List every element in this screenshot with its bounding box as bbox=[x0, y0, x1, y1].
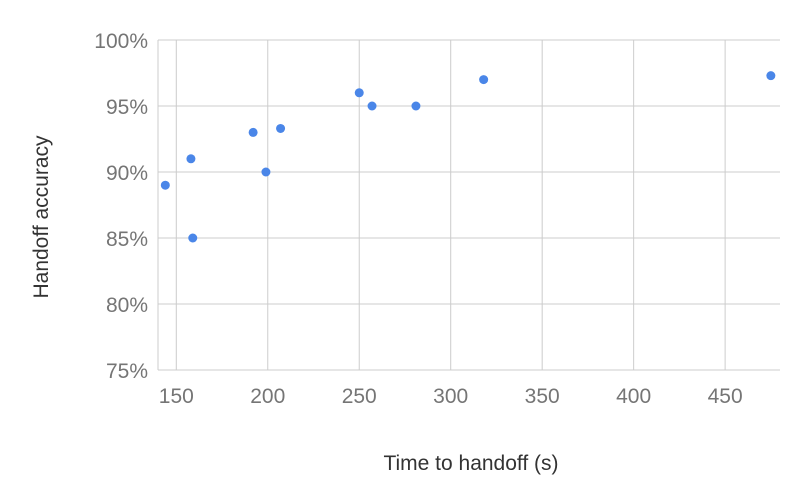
x-axis-title: Time to handoff (s) bbox=[383, 452, 558, 475]
y-axis-title: Handoff accuracy bbox=[30, 135, 53, 299]
x-tick-label-350: 350 bbox=[525, 385, 560, 408]
data-point-10 bbox=[479, 75, 489, 85]
data-point-11 bbox=[766, 71, 776, 81]
x-tick-label-450: 450 bbox=[708, 385, 743, 408]
x-tick-label-150: 150 bbox=[159, 385, 194, 408]
y-tick-label-75%: 75% bbox=[106, 360, 148, 383]
x-tick-labels: 150 200 250 300 350 400 450 bbox=[159, 385, 743, 408]
y-tick-label-90%: 90% bbox=[106, 162, 148, 185]
data-point-7 bbox=[354, 88, 364, 98]
x-tick-label-200: 200 bbox=[250, 385, 285, 408]
data-point-3 bbox=[188, 233, 198, 243]
data-point-1 bbox=[160, 180, 170, 190]
y-tick-label-100%: 100% bbox=[94, 30, 148, 53]
x-grid-lines bbox=[157, 40, 726, 370]
y-tick-label-95%: 95% bbox=[106, 96, 148, 119]
data-point-5 bbox=[261, 167, 271, 177]
x-tick-label-250: 250 bbox=[342, 385, 377, 408]
data-point-9 bbox=[411, 101, 421, 111]
y-grid-lines bbox=[158, 39, 780, 371]
y-tick-labels: 75% 80% 85% 90% 95% 100% bbox=[94, 30, 148, 383]
y-tick-label-80%: 80% bbox=[106, 294, 148, 317]
data-points bbox=[160, 71, 776, 243]
data-point-4 bbox=[248, 127, 258, 137]
x-tick-label-400: 400 bbox=[616, 385, 651, 408]
data-point-8 bbox=[367, 101, 377, 111]
data-point-2 bbox=[186, 154, 196, 164]
data-point-6 bbox=[276, 123, 286, 133]
y-tick-label-85%: 85% bbox=[106, 228, 148, 251]
x-tick-label-300: 300 bbox=[433, 385, 468, 408]
